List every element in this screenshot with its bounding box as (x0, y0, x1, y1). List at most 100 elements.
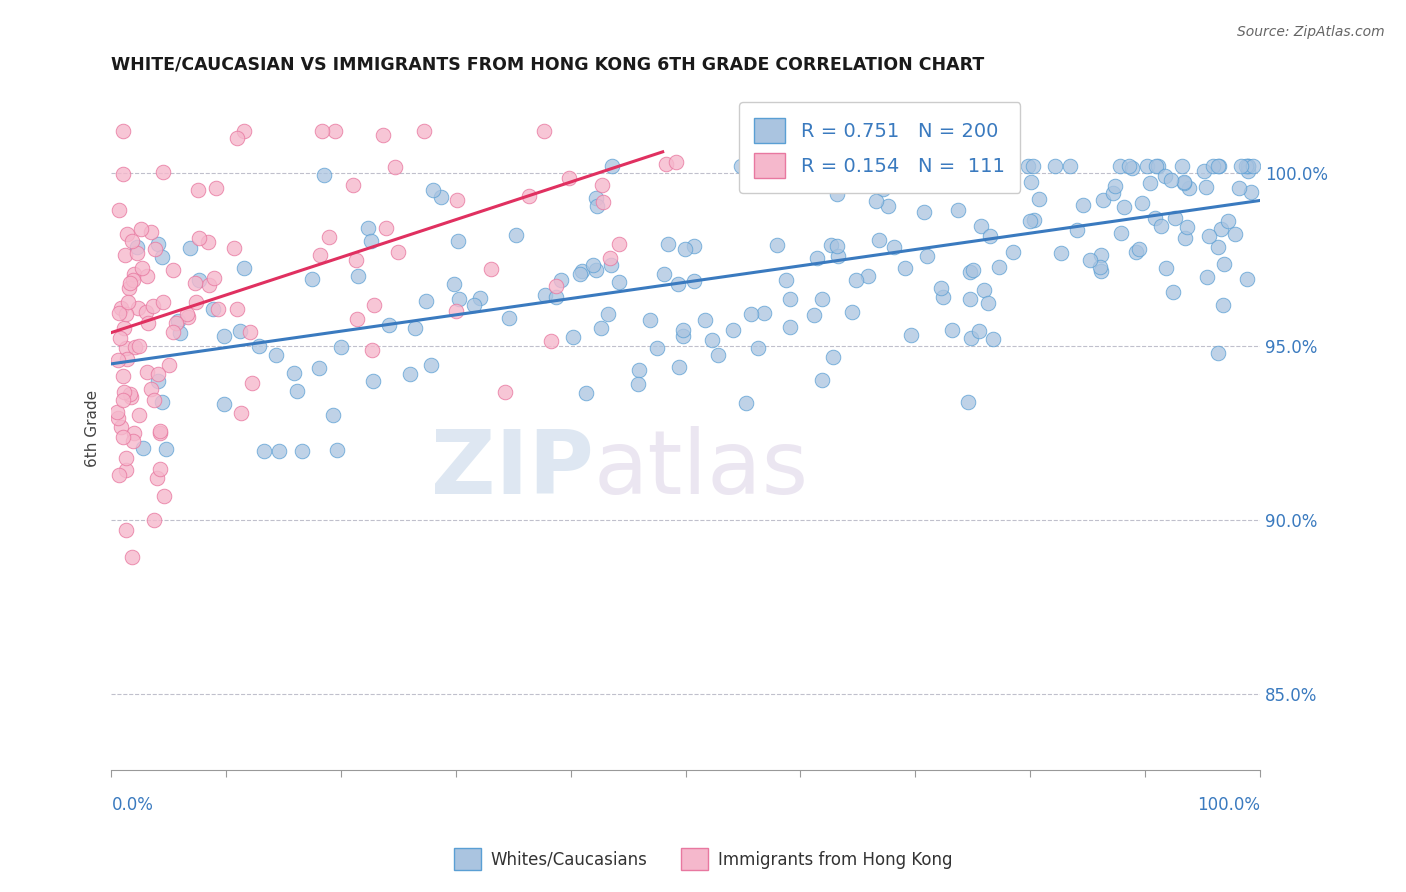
Point (1171, 159, 1194, 173)
Point (970, 159, 993, 173)
Point (811, 373, 834, 387)
Point (981, 332, 1004, 346)
Point (283, 366, 305, 380)
Point (143, 242, 166, 256)
Point (672, 323, 695, 337)
Point (105, 405, 128, 419)
Point (915, 249, 938, 263)
Point (202, 271, 225, 285)
Point (969, 324, 991, 338)
Point (387, 244, 409, 259)
Point (115, 451, 138, 466)
Point (247, 339, 270, 353)
Point (959, 265, 981, 279)
Point (132, 441, 155, 455)
Point (652, 267, 675, 281)
Point (468, 291, 491, 305)
Point (326, 443, 349, 458)
Point (825, 166, 848, 180)
Point (322, 409, 344, 423)
Point (107, 202, 129, 217)
Point (546, 290, 568, 304)
Point (550, 273, 572, 287)
Point (225, 302, 247, 317)
Point (444, 304, 467, 318)
Point (558, 171, 581, 186)
Point (115, 351, 138, 366)
Point (1017, 159, 1039, 173)
Point (212, 397, 235, 411)
Point (900, 328, 922, 343)
Point (139, 382, 162, 396)
Point (122, 272, 145, 286)
Point (142, 513, 165, 527)
Point (142, 299, 165, 313)
Point (1173, 175, 1195, 189)
Point (378, 318, 401, 333)
Point (1000, 159, 1022, 173)
Point (117, 227, 139, 242)
Point (446, 194, 468, 208)
Point (568, 267, 591, 281)
Point (165, 316, 187, 330)
Point (987, 260, 1010, 274)
Point (149, 426, 172, 441)
Point (135, 268, 157, 283)
Point (1213, 257, 1236, 271)
Text: 100.0%: 100.0% (1197, 797, 1260, 814)
Point (177, 310, 200, 325)
Point (599, 251, 621, 265)
Point (253, 443, 276, 458)
Point (775, 273, 797, 287)
Point (159, 358, 181, 372)
Point (187, 183, 209, 197)
Point (229, 324, 252, 338)
Point (883, 240, 905, 254)
Point (420, 358, 443, 372)
Point (347, 269, 370, 284)
Point (404, 321, 426, 335)
Point (740, 306, 762, 320)
Point (266, 348, 288, 362)
Point (638, 312, 661, 326)
Point (1090, 264, 1112, 278)
Point (941, 323, 963, 337)
Point (463, 298, 485, 312)
Point (865, 194, 887, 209)
Point (118, 276, 141, 290)
Point (112, 321, 135, 335)
Point (226, 131, 249, 145)
Point (841, 305, 863, 319)
Point (135, 365, 157, 379)
Point (346, 253, 368, 268)
Legend: Whites/Caucasians, Immigrants from Hong Kong: Whites/Caucasians, Immigrants from Hong … (447, 842, 959, 877)
Point (1173, 176, 1195, 190)
Point (666, 277, 689, 292)
Point (960, 330, 983, 344)
Point (205, 181, 228, 195)
Point (702, 333, 724, 347)
Point (533, 124, 555, 138)
Point (323, 124, 346, 138)
Point (197, 235, 219, 250)
Point (811, 292, 834, 306)
Point (1212, 298, 1234, 312)
Point (184, 276, 207, 290)
Point (269, 443, 291, 458)
Point (1024, 213, 1046, 227)
Point (655, 157, 678, 171)
Point (1136, 159, 1159, 173)
Point (1174, 231, 1197, 245)
Point (592, 194, 614, 209)
Point (586, 199, 609, 213)
Point (825, 187, 848, 202)
Point (591, 321, 613, 335)
Point (114, 248, 136, 262)
Point (628, 362, 651, 376)
Text: Source: ZipAtlas.com: Source: ZipAtlas.com (1237, 25, 1385, 39)
Point (128, 409, 150, 423)
Point (127, 246, 149, 260)
Point (155, 442, 177, 457)
Point (342, 178, 364, 193)
Point (1102, 186, 1125, 200)
